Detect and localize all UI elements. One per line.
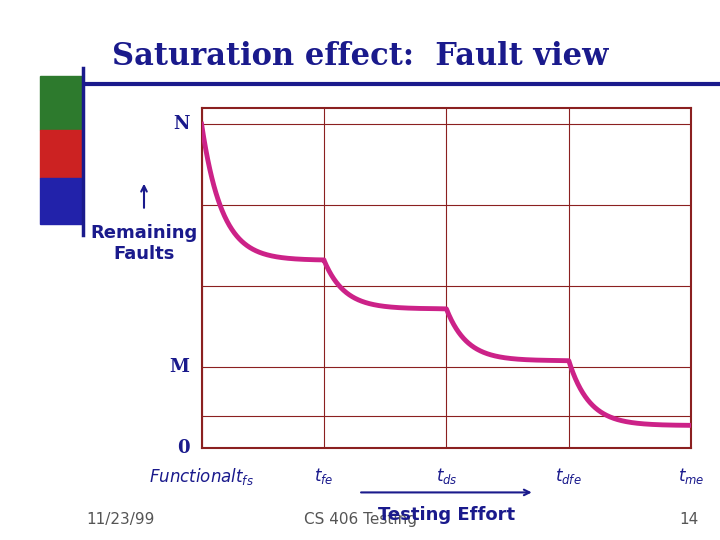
Text: Remaining
Faults: Remaining Faults [91,224,197,263]
Text: Functional$t_{fs}$: Functional$t_{fs}$ [149,466,254,487]
Text: M: M [169,358,189,376]
Text: CS 406 Testing: CS 406 Testing [304,512,416,527]
Text: 0: 0 [176,439,189,457]
Bar [40,178,83,224]
Text: $t_{fe}$: $t_{fe}$ [315,466,333,486]
Text: 14: 14 [679,512,698,527]
Text: $t_{dfe}$: $t_{dfe}$ [555,466,582,486]
Bar [40,130,83,178]
Text: Testing Effort: Testing Effort [378,506,515,524]
Text: $t_{me}$: $t_{me}$ [678,466,704,486]
Text: $t_{ds}$: $t_{ds}$ [436,466,457,486]
Text: N: N [173,115,189,133]
Bar [40,76,83,130]
Text: 11/23/99: 11/23/99 [86,512,155,527]
Text: Saturation effect:  Fault view: Saturation effect: Fault view [112,41,608,72]
